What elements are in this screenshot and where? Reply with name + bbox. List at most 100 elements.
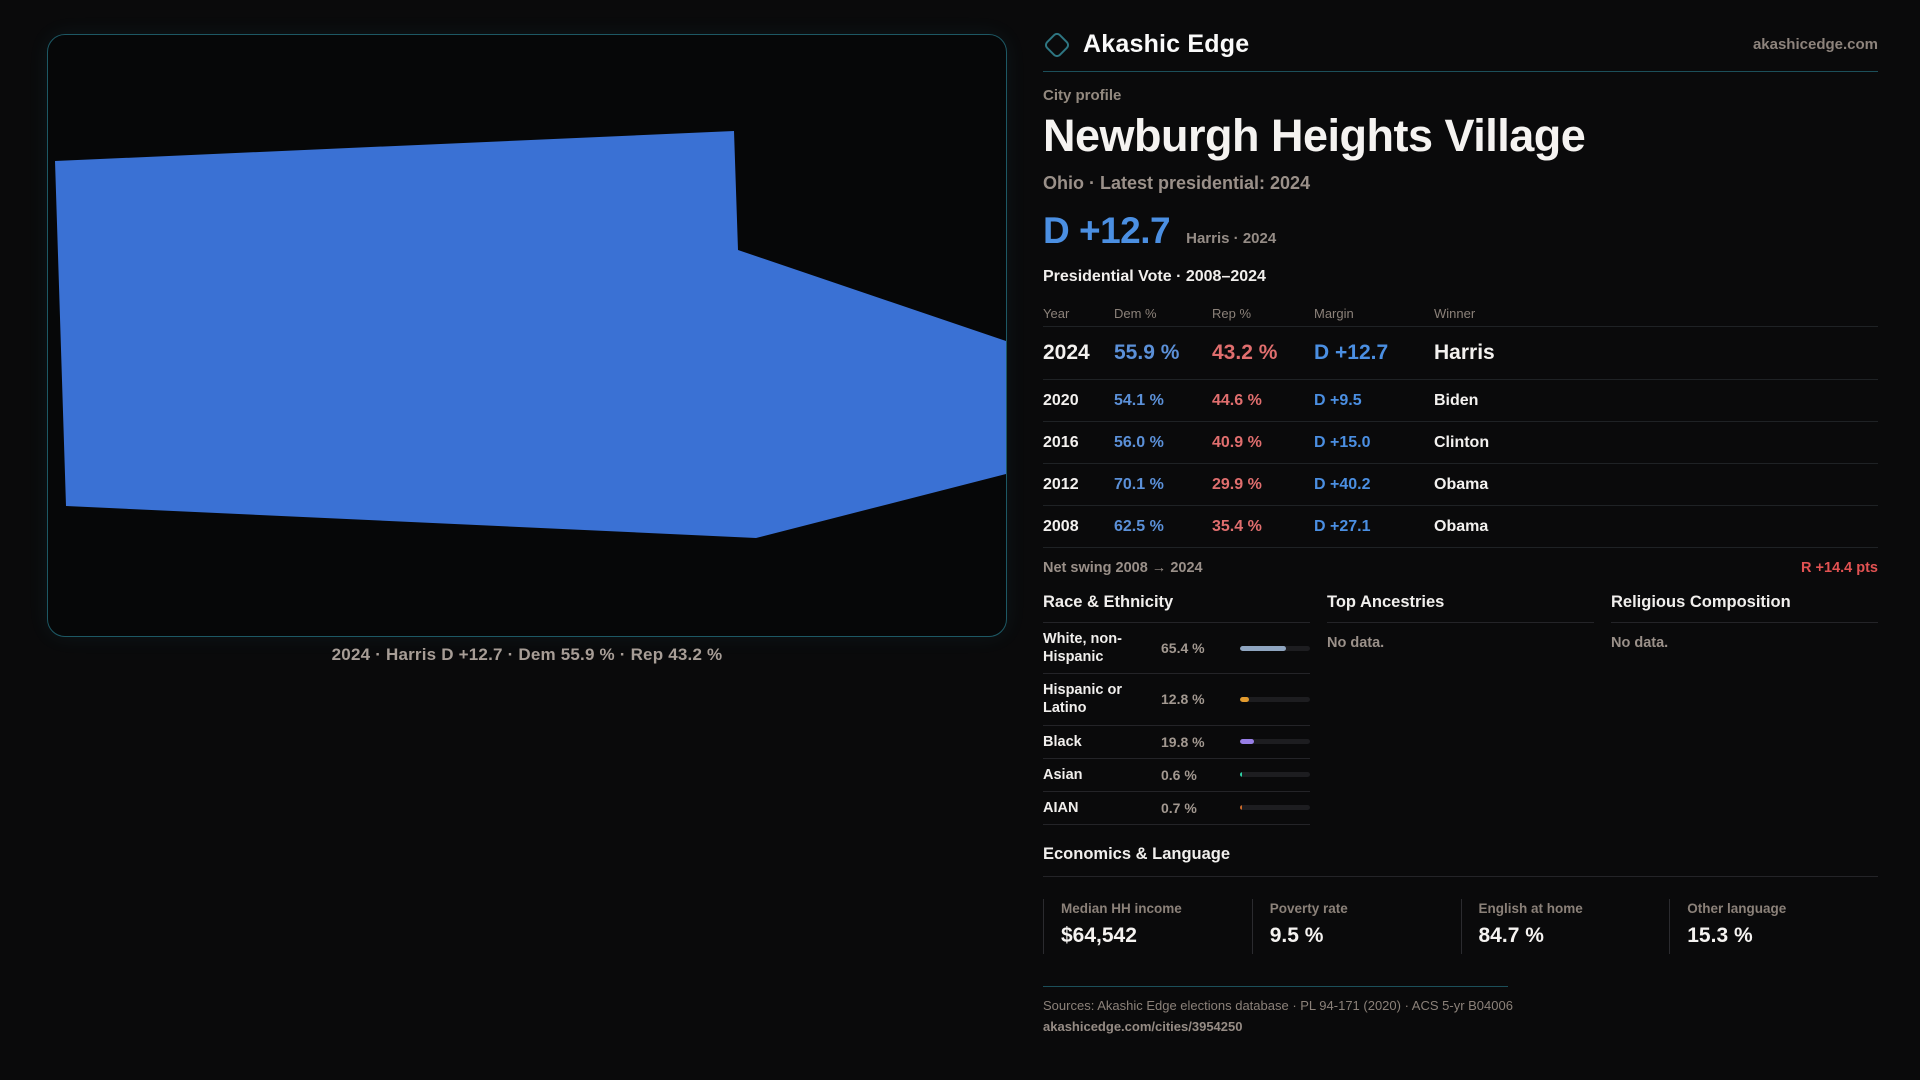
brand-name: Akashic Edge	[1083, 30, 1250, 58]
religion-empty-state: No data.	[1611, 635, 1669, 651]
race-bar	[1240, 772, 1310, 778]
cell-rep: 35.4 %	[1212, 517, 1262, 535]
cell-rep: 43.2 %	[1212, 341, 1278, 364]
col-winner: Winner	[1434, 305, 1476, 321]
race-label: Hispanic or Latino	[1043, 682, 1122, 717]
page-subtitle: Ohio · Latest presidential: 2024	[1043, 173, 1311, 193]
vote-table-title: Presidential Vote · 2008–2024	[1043, 268, 1266, 285]
headline-margin-row: D +12.7 Harris · 2024	[1043, 210, 1878, 252]
cell-dem: 56.0 %	[1114, 433, 1164, 451]
table-row: 2024 55.9 % 43.2 % D +12.7 Harris	[1043, 326, 1878, 379]
race-label: Black	[1043, 733, 1082, 750]
demographics-section: Race & Ethnicity White, non-Hispanic 65.…	[1043, 593, 1878, 825]
race-bar	[1240, 805, 1310, 811]
cell-margin: D +12.7	[1314, 341, 1389, 364]
cell-year: 2020	[1043, 391, 1079, 409]
col-margin: Margin	[1314, 305, 1354, 321]
app-header: Akashic Edge akashicedge.com	[1042, 0, 1878, 59]
cell-dem: 70.1 %	[1114, 475, 1164, 493]
table-row: 2012 70.1 % 29.9 % D +40.2 Obama	[1043, 463, 1878, 505]
city-profile-panel: Akashic Edge akashicedge.com City profil…	[1042, 0, 1878, 1034]
cell-winner: Obama	[1434, 517, 1489, 535]
cell-year: 2008	[1043, 517, 1079, 535]
list-item: White, non-Hispanic 65.4 %	[1043, 623, 1310, 675]
stat-label: Other language	[1687, 900, 1787, 916]
page-footer: Sources: Akashic Edge elections database…	[1043, 985, 1878, 1034]
map-caption: 2024 · Harris D +12.7 · Dem 55.9 % · Rep…	[331, 645, 723, 664]
cell-margin: D +9.5	[1314, 391, 1362, 409]
ancestries-title: Top Ancestries	[1327, 593, 1594, 623]
table-row: 2016 56.0 % 40.9 % D +15.0 Clinton	[1043, 421, 1878, 463]
race-value: 12.8 %	[1161, 691, 1205, 708]
list-item: Hispanic or Latino 12.8 %	[1043, 674, 1310, 726]
net-swing-label: Net swing 2008 → 2024	[1043, 560, 1203, 576]
table-row: 2020 54.1 % 44.6 % D +9.5 Biden	[1043, 379, 1878, 421]
cell-margin: D +27.1	[1314, 517, 1371, 535]
ancestries-empty-state: No data.	[1327, 635, 1385, 651]
race-value: 65.4 %	[1161, 640, 1205, 657]
cell-year: 2024	[1043, 341, 1090, 364]
footer-divider	[1043, 985, 1508, 987]
map-svg	[55, 131, 1006, 538]
ancestries-column: Top Ancestries No data.	[1327, 593, 1594, 825]
sources-text: Sources: Akashic Edge elections database…	[1043, 997, 1513, 1013]
stat-value: 84.7 %	[1478, 923, 1544, 947]
list-item: Black 19.8 %	[1043, 726, 1310, 759]
race-ethnicity-title: Race & Ethnicity	[1043, 593, 1310, 623]
vote-table: Year Dem % Rep % Margin Winner 2024 55.9…	[1043, 296, 1878, 547]
cell-winner: Biden	[1434, 391, 1479, 409]
cell-rep: 40.9 %	[1212, 433, 1262, 451]
cell-margin: D +40.2	[1314, 475, 1371, 493]
net-swing-value: R +14.4 pts	[1801, 560, 1878, 576]
cell-dem: 55.9 %	[1114, 341, 1180, 364]
page-eyebrow: City profile	[1043, 87, 1122, 104]
brand-domain-link[interactable]: akashicedge.com	[1752, 36, 1878, 53]
race-label: Asian	[1043, 766, 1083, 783]
cell-year: 2016	[1043, 433, 1079, 451]
religion-column: Religious Composition No data.	[1611, 593, 1878, 825]
cell-year: 2012	[1043, 475, 1079, 493]
race-label: White, non-Hispanic	[1043, 631, 1122, 666]
economics-cards: Median HH income $64,542 Poverty rate 9.…	[1043, 898, 1878, 954]
race-label: AIAN	[1043, 799, 1079, 816]
cell-margin: D +15.0	[1314, 433, 1371, 451]
city-boundary-map	[47, 34, 1007, 637]
headline-margin-value: D +12.7	[1043, 210, 1171, 251]
col-rep: Rep %	[1212, 305, 1252, 321]
col-dem: Dem %	[1114, 305, 1157, 321]
cell-winner: Harris	[1434, 341, 1495, 364]
race-bar	[1240, 696, 1310, 702]
stat-label: Median HH income	[1061, 900, 1182, 916]
race-ethnicity-column: Race & Ethnicity White, non-Hispanic 65.…	[1043, 593, 1310, 825]
headline-context: Harris · 2024	[1186, 230, 1277, 247]
cell-winner: Obama	[1434, 475, 1489, 493]
religion-title: Religious Composition	[1611, 593, 1878, 623]
stat-card: Poverty rate 9.5 %	[1251, 898, 1461, 954]
race-value: 19.8 %	[1161, 733, 1205, 750]
stat-card: English at home 84.7 %	[1460, 898, 1670, 954]
list-item: Asian 0.6 %	[1043, 759, 1310, 792]
race-bar	[1240, 645, 1310, 651]
list-item: AIAN 0.7 %	[1043, 792, 1310, 825]
cell-rep: 44.6 %	[1212, 391, 1262, 409]
vote-table-header: Year Dem % Rep % Margin Winner	[1043, 296, 1878, 326]
header-divider	[1043, 71, 1878, 72]
table-row: 2008 62.5 % 35.4 % D +27.1 Obama	[1043, 505, 1878, 547]
permalink[interactable]: akashicedge.com/cities/3954250	[1043, 1018, 1243, 1034]
race-value: 0.7 %	[1161, 799, 1197, 816]
cell-dem: 54.1 %	[1114, 391, 1164, 409]
stat-card: Median HH income $64,542	[1043, 898, 1252, 954]
stat-value: 15.3 %	[1687, 923, 1753, 947]
diamond-logo-icon	[1042, 30, 1072, 59]
stat-card: Other language 15.3 %	[1669, 898, 1878, 954]
cell-dem: 62.5 %	[1114, 517, 1164, 535]
net-swing-row: Net swing 2008 → 2024 R +14.4 pts	[1043, 547, 1878, 576]
col-year: Year	[1043, 305, 1070, 321]
race-value: 0.6 %	[1161, 766, 1197, 783]
city-boundary-polygon	[55, 131, 1006, 538]
race-bar	[1240, 739, 1310, 745]
stat-label: Poverty rate	[1269, 900, 1348, 916]
stat-value: 9.5 %	[1269, 923, 1324, 947]
page-title: Newburgh Heights Village	[1043, 110, 1586, 161]
stat-value: $64,542	[1061, 923, 1137, 947]
